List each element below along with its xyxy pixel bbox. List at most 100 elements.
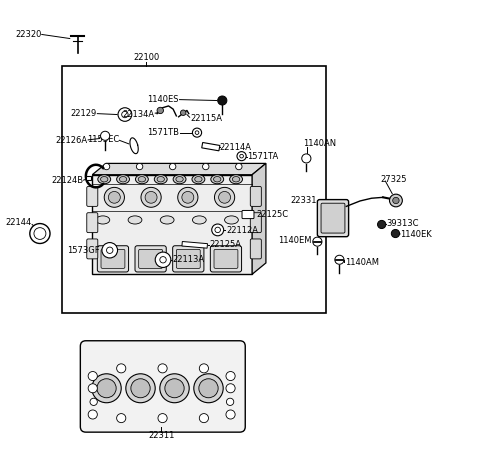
Text: 1140AN: 1140AN — [303, 138, 336, 147]
Text: 27325: 27325 — [381, 175, 407, 184]
Circle shape — [218, 96, 227, 105]
Circle shape — [88, 371, 97, 381]
Text: 1140ES: 1140ES — [147, 95, 179, 104]
Ellipse shape — [128, 216, 142, 224]
Circle shape — [192, 128, 202, 137]
Circle shape — [158, 414, 167, 423]
Text: 1140EM: 1140EM — [278, 236, 312, 245]
Text: 22126A: 22126A — [56, 136, 88, 145]
Circle shape — [100, 131, 110, 140]
Circle shape — [104, 187, 124, 207]
Text: 22112A: 22112A — [226, 226, 258, 235]
Circle shape — [145, 191, 157, 203]
Circle shape — [215, 187, 235, 207]
Circle shape — [30, 224, 50, 244]
Circle shape — [313, 237, 322, 246]
Text: 22129: 22129 — [71, 109, 97, 118]
Circle shape — [218, 191, 230, 203]
Circle shape — [302, 154, 311, 163]
Ellipse shape — [211, 174, 224, 184]
Polygon shape — [92, 164, 266, 174]
Ellipse shape — [160, 216, 174, 224]
Circle shape — [199, 379, 218, 398]
Circle shape — [169, 164, 176, 170]
Ellipse shape — [100, 176, 108, 182]
Ellipse shape — [192, 174, 205, 184]
Circle shape — [182, 191, 194, 203]
Circle shape — [393, 197, 399, 204]
Circle shape — [107, 247, 113, 253]
Ellipse shape — [225, 216, 239, 224]
Text: 22114A: 22114A — [219, 142, 251, 152]
Circle shape — [108, 191, 120, 203]
Circle shape — [212, 224, 224, 236]
FancyBboxPatch shape — [87, 213, 98, 233]
FancyBboxPatch shape — [250, 213, 261, 233]
FancyBboxPatch shape — [80, 341, 245, 432]
Circle shape — [136, 164, 143, 170]
Ellipse shape — [96, 216, 110, 224]
Text: 22144: 22144 — [5, 218, 32, 227]
Circle shape — [97, 379, 116, 398]
FancyBboxPatch shape — [101, 249, 125, 268]
Text: 22125A: 22125A — [210, 240, 242, 249]
Ellipse shape — [117, 174, 130, 184]
Circle shape — [117, 414, 126, 423]
FancyBboxPatch shape — [242, 210, 254, 218]
Ellipse shape — [120, 176, 127, 182]
Text: 22113A: 22113A — [173, 255, 205, 264]
Circle shape — [103, 164, 110, 170]
Circle shape — [195, 131, 199, 135]
Text: 22311: 22311 — [148, 431, 174, 440]
Ellipse shape — [176, 176, 183, 182]
Ellipse shape — [214, 176, 221, 182]
Text: 1140EK: 1140EK — [400, 230, 432, 239]
Circle shape — [178, 187, 198, 207]
Circle shape — [157, 107, 164, 114]
Circle shape — [92, 374, 121, 403]
Ellipse shape — [154, 174, 167, 184]
Circle shape — [118, 108, 132, 121]
FancyBboxPatch shape — [321, 203, 345, 233]
Ellipse shape — [232, 176, 240, 182]
Circle shape — [237, 152, 246, 161]
Polygon shape — [182, 241, 207, 248]
Circle shape — [236, 164, 242, 170]
Circle shape — [117, 364, 126, 373]
Circle shape — [226, 410, 235, 419]
Polygon shape — [92, 174, 252, 274]
Ellipse shape — [229, 174, 242, 184]
Circle shape — [158, 364, 167, 373]
Circle shape — [194, 374, 223, 403]
Bar — [61, 66, 325, 313]
Circle shape — [226, 384, 235, 393]
Circle shape — [335, 255, 344, 264]
Text: 22115A: 22115A — [190, 114, 222, 123]
Circle shape — [88, 384, 97, 393]
Circle shape — [240, 154, 243, 158]
FancyBboxPatch shape — [250, 239, 261, 259]
Ellipse shape — [98, 174, 111, 184]
FancyBboxPatch shape — [250, 186, 261, 207]
Circle shape — [203, 164, 209, 170]
Circle shape — [126, 374, 155, 403]
Ellipse shape — [195, 176, 202, 182]
Polygon shape — [252, 164, 266, 274]
Circle shape — [160, 374, 189, 403]
Polygon shape — [130, 138, 138, 154]
FancyBboxPatch shape — [214, 249, 238, 268]
FancyBboxPatch shape — [139, 249, 163, 268]
Ellipse shape — [192, 216, 206, 224]
Circle shape — [199, 364, 208, 373]
FancyBboxPatch shape — [135, 246, 166, 272]
FancyBboxPatch shape — [97, 246, 129, 272]
FancyBboxPatch shape — [317, 200, 348, 237]
Circle shape — [160, 256, 166, 263]
Circle shape — [226, 371, 235, 381]
Text: 1571TB: 1571TB — [147, 128, 180, 137]
Circle shape — [180, 110, 186, 115]
Circle shape — [131, 379, 150, 398]
FancyBboxPatch shape — [87, 186, 98, 207]
Circle shape — [88, 410, 97, 419]
Circle shape — [141, 187, 161, 207]
